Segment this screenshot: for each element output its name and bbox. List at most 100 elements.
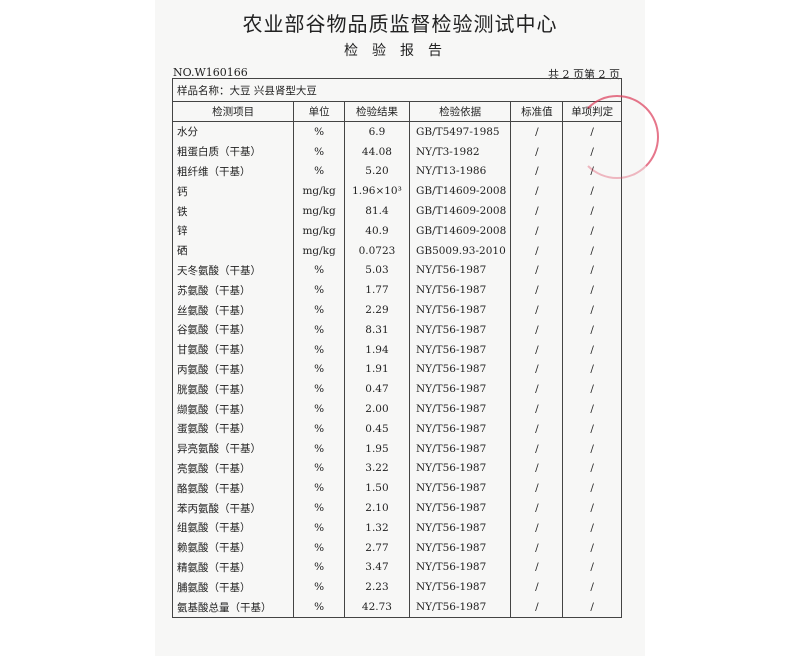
table-row: 缬氨酸（干基）% 2.00 NY/T56-1987//: [171, 399, 622, 419]
table-row: 酪氨酸（干基）% 1.50 NY/T56-1987//: [171, 478, 622, 499]
standard-method: NY/T56-1987: [408, 280, 512, 301]
standard-method: NY/T56-1987: [408, 260, 512, 281]
standard-value: /: [510, 458, 564, 479]
result: 1.94: [343, 339, 410, 360]
item-name: 丙氨酸（干基）: [171, 359, 295, 380]
item-name: 组氨酸（干基）: [171, 517, 295, 538]
standard-method: NY/T56-1987: [408, 537, 512, 558]
judgement: /: [562, 319, 622, 340]
unit: %: [293, 399, 345, 419]
judgement: /: [562, 260, 622, 281]
result: 44.08: [343, 141, 410, 162]
standard-value: /: [510, 121, 564, 142]
standard-value: /: [510, 597, 564, 618]
judgement: /: [562, 577, 622, 598]
judgement: /: [562, 418, 622, 439]
standard-value: /: [510, 537, 564, 558]
table-row: 蛋氨酸（干基）% 0.45 NY/T56-1987//: [171, 418, 622, 439]
standard-method: GB/T14609-2008: [408, 201, 512, 221]
unit: %: [293, 537, 345, 558]
standard-method: NY/T56-1987: [408, 557, 512, 578]
item-name: 锌: [171, 220, 295, 241]
table-row: 脯氨酸（干基）% 2.23 NY/T56-1987//: [171, 577, 622, 598]
table-row: 硒 mg/kg 0.0723 GB5009.93-2010//: [171, 240, 622, 261]
standard-value: /: [510, 240, 564, 261]
result: 3.22: [343, 458, 410, 479]
table-row: 谷氨酸（干基）% 8.31 NY/T56-1987//: [171, 319, 622, 340]
unit: %: [293, 300, 345, 320]
standard-value: /: [510, 478, 564, 499]
unit: %: [293, 260, 345, 281]
standard-value: /: [510, 141, 564, 162]
unit: %: [293, 577, 345, 598]
judgement: /: [562, 498, 622, 518]
unit: %: [293, 280, 345, 301]
unit: %: [293, 379, 345, 400]
judgement: /: [562, 458, 622, 479]
standard-method: NY/T56-1987: [408, 418, 512, 439]
standard-method: NY/T56-1987: [408, 300, 512, 320]
item-name: 铁: [171, 201, 295, 221]
document-title: 农业部谷物品质监督检验测试中心: [242, 12, 558, 36]
table-row: 亮氨酸（干基）% 3.22 NY/T56-1987//: [171, 458, 622, 479]
table-row: 水分% 6.9 GB/T5497-1985//: [171, 121, 622, 142]
table-row: 苯丙氨酸（干基）% 2.10 NY/T56-1987//: [171, 498, 622, 518]
result: 3.47: [343, 557, 410, 578]
item-name: 天冬氨酸（干基）: [171, 260, 295, 281]
judgement: /: [562, 280, 622, 301]
judgement: /: [562, 379, 622, 400]
result: 1.77: [343, 280, 410, 301]
item-name: 钙: [171, 181, 295, 202]
table-row: 粗蛋白质（干基）% 44.08 NY/T3-1982//: [171, 141, 622, 162]
result: 1.95: [343, 438, 410, 459]
unit: %: [293, 458, 345, 479]
report-number: NO.W160166: [173, 66, 248, 79]
result: 1.32: [343, 517, 410, 538]
unit: mg/kg: [293, 201, 345, 221]
table-row: 赖氨酸（干基）% 2.77 NY/T56-1987//: [171, 537, 622, 558]
standard-method: NY/T13-1986: [408, 161, 512, 182]
item-name: 粗蛋白质（干基）: [171, 141, 295, 162]
judgement: /: [562, 339, 622, 360]
unit: %: [293, 517, 345, 538]
column-header: 检测项目: [171, 101, 295, 122]
column-header: 标准值: [510, 101, 564, 122]
unit: %: [293, 597, 345, 618]
result: 2.00: [343, 399, 410, 419]
report-subtitle: 检验报告: [344, 43, 456, 59]
result: 0.45: [343, 418, 410, 439]
judgement: /: [562, 240, 622, 261]
item-name: 氨基酸总量（干基）: [171, 597, 295, 618]
result: 5.03: [343, 260, 410, 281]
standard-method: NY/T56-1987: [408, 339, 512, 360]
result: 0.47: [343, 379, 410, 400]
judgement: /: [562, 181, 622, 202]
result: 42.73: [343, 597, 410, 618]
judgement: /: [562, 537, 622, 558]
standard-method: NY/T56-1987: [408, 319, 512, 340]
result: 2.29: [343, 300, 410, 320]
result: 2.77: [343, 537, 410, 558]
standard-value: /: [510, 339, 564, 360]
standard-value: /: [510, 161, 564, 182]
standard-method: NY/T56-1987: [408, 597, 512, 618]
table-row: 铁 mg/kg 81.4 GB/T14609-2008//: [171, 201, 622, 221]
table-row: 胱氨酸（干基）% 0.47 NY/T56-1987//: [171, 379, 622, 400]
result: 5.20: [343, 161, 410, 182]
result: 0.0723: [343, 240, 410, 261]
standard-method: GB/T14609-2008: [408, 181, 512, 202]
item-name: 精氨酸（干基）: [171, 557, 295, 578]
item-name: 水分: [171, 121, 295, 142]
column-header: 检验依据: [408, 101, 512, 122]
item-name: 谷氨酸（干基）: [171, 319, 295, 340]
item-name: 脯氨酸（干基）: [171, 577, 295, 598]
result: 2.23: [343, 577, 410, 598]
standard-method: NY/T56-1987: [408, 478, 512, 499]
standard-value: /: [510, 319, 564, 340]
judgement: /: [562, 597, 622, 618]
standard-value: /: [510, 359, 564, 380]
table-row: 异亮氨酸（干基）% 1.95 NY/T56-1987//: [171, 438, 622, 459]
item-name: 苯丙氨酸（干基）: [171, 498, 295, 518]
unit: %: [293, 121, 345, 142]
result: 1.96×10³: [343, 181, 410, 202]
